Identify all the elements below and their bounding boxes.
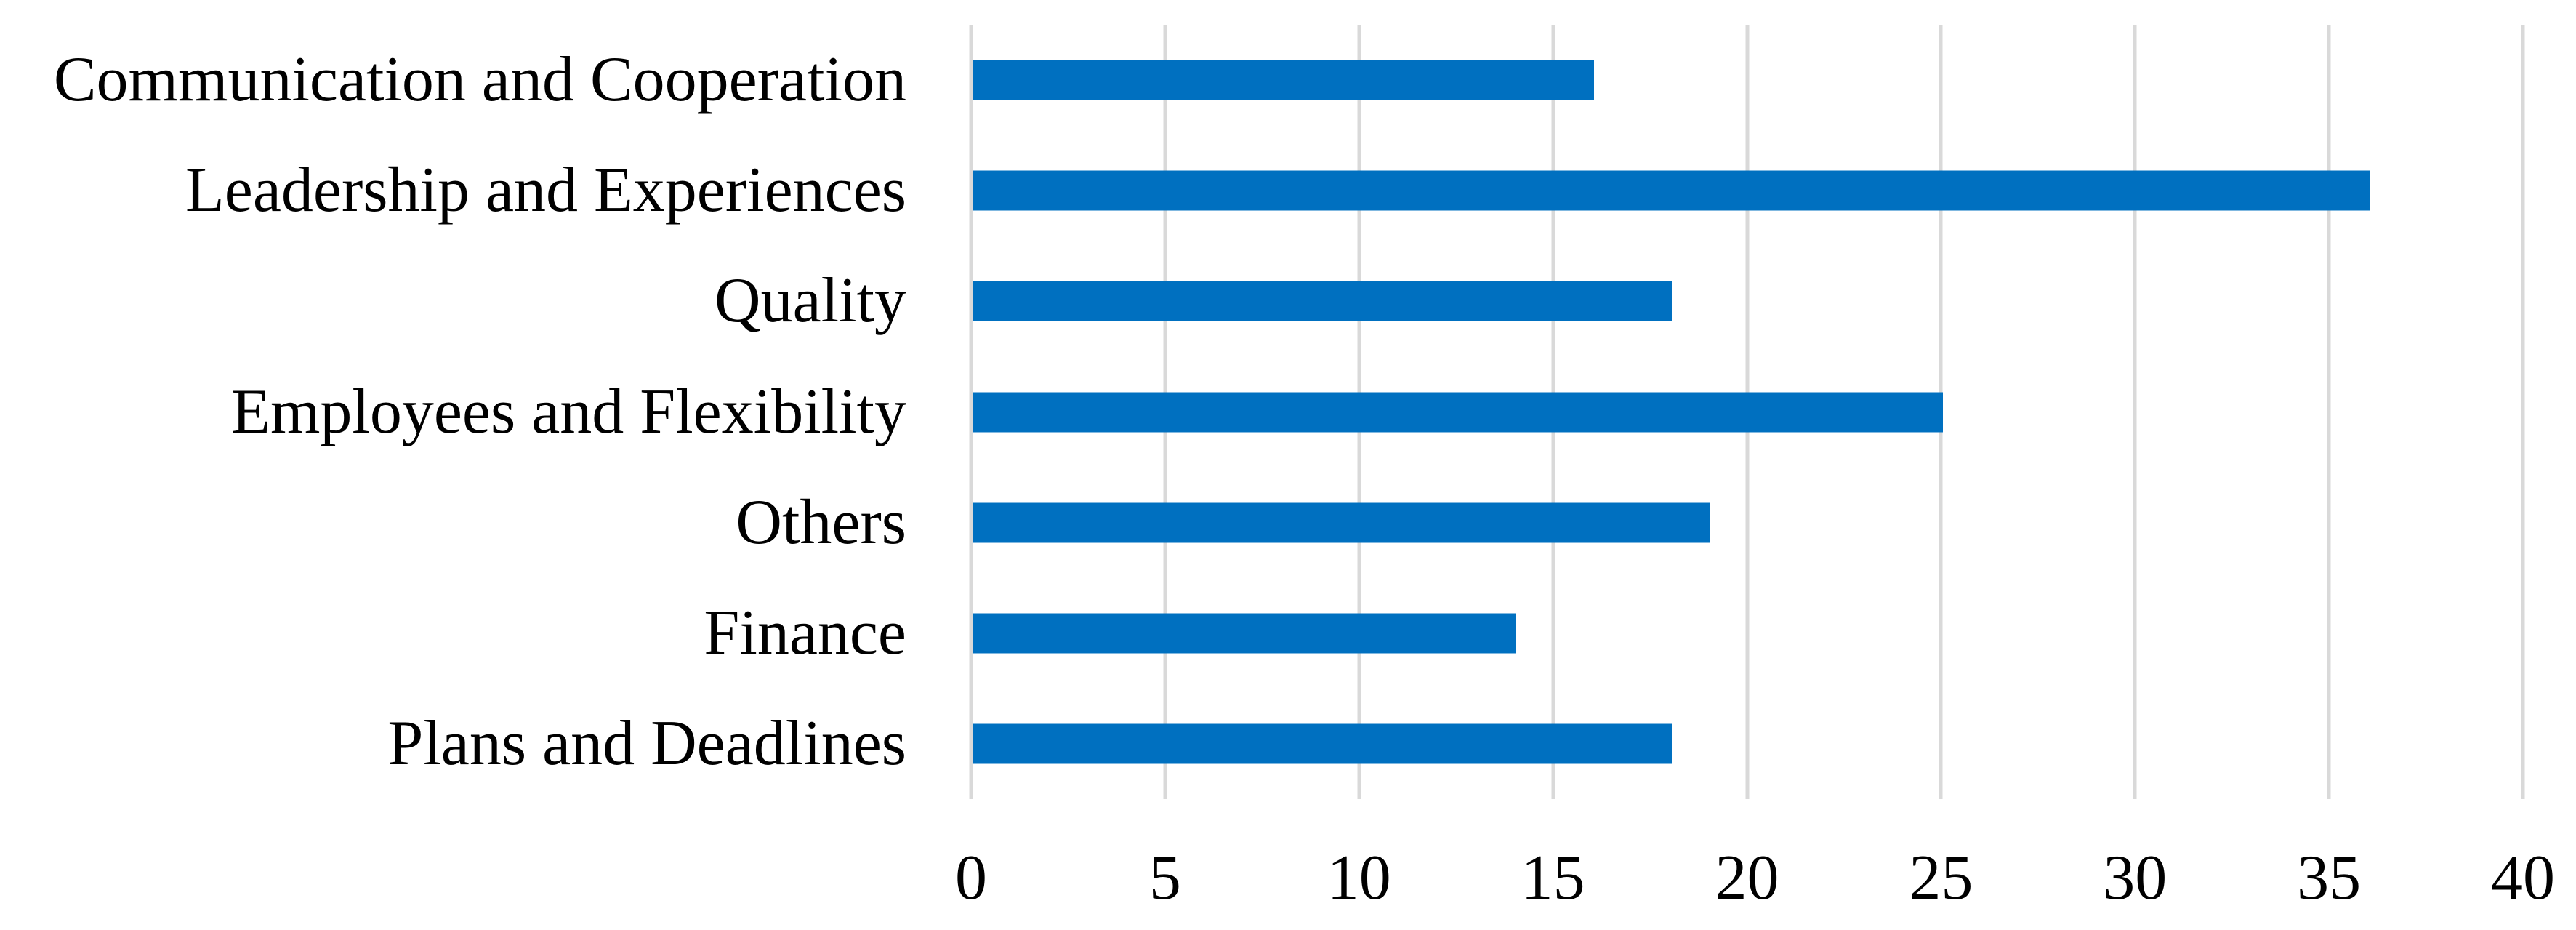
plot-area: [969, 25, 2525, 799]
category-label-plans-and-deadlines: Plans and Deadlines: [387, 707, 906, 779]
category-label-employees-and-flexibility: Employees and Flexibility: [231, 376, 906, 447]
gridline-x-0: [969, 25, 973, 799]
category-label-quality: Quality: [715, 265, 906, 337]
bar-plans-and-deadlines: [973, 723, 1672, 764]
x-tick-label-0: 0: [955, 843, 987, 913]
category-label-leadership-and-experiences: Leadership and Experiences: [185, 155, 906, 226]
category-axis-labels: Communication and Cooperation Leadership …: [0, 25, 906, 799]
x-tick-label-10: 10: [1327, 843, 1391, 913]
x-tick-label-30: 30: [2103, 843, 2168, 913]
x-tick-label-40: 40: [2491, 843, 2555, 913]
x-tick-label-35: 35: [2297, 843, 2362, 913]
x-axis-tick-labels: 0 5 10 15 20 25 30 35 40: [955, 843, 2555, 923]
gridline-x-40: [2521, 25, 2525, 799]
x-tick-label-15: 15: [1521, 843, 1585, 913]
bar-employees-and-flexibility: [973, 392, 1944, 432]
category-label-others: Others: [736, 486, 906, 558]
gridline-x-30: [2133, 25, 2137, 799]
x-tick-label-25: 25: [1909, 843, 1973, 913]
bar-finance: [973, 613, 1517, 654]
bar-leadership-and-experiences: [973, 170, 2370, 211]
bar-quality: [973, 281, 1672, 321]
bar-communication-and-cooperation: [973, 60, 1594, 100]
x-tick-label-5: 5: [1148, 843, 1181, 913]
gridline-x-35: [2327, 25, 2331, 799]
category-label-communication-and-cooperation: Communication and Cooperation: [53, 44, 906, 116]
x-tick-label-20: 20: [1715, 843, 1779, 913]
bar-others: [973, 502, 1711, 543]
category-label-finance: Finance: [704, 597, 906, 668]
